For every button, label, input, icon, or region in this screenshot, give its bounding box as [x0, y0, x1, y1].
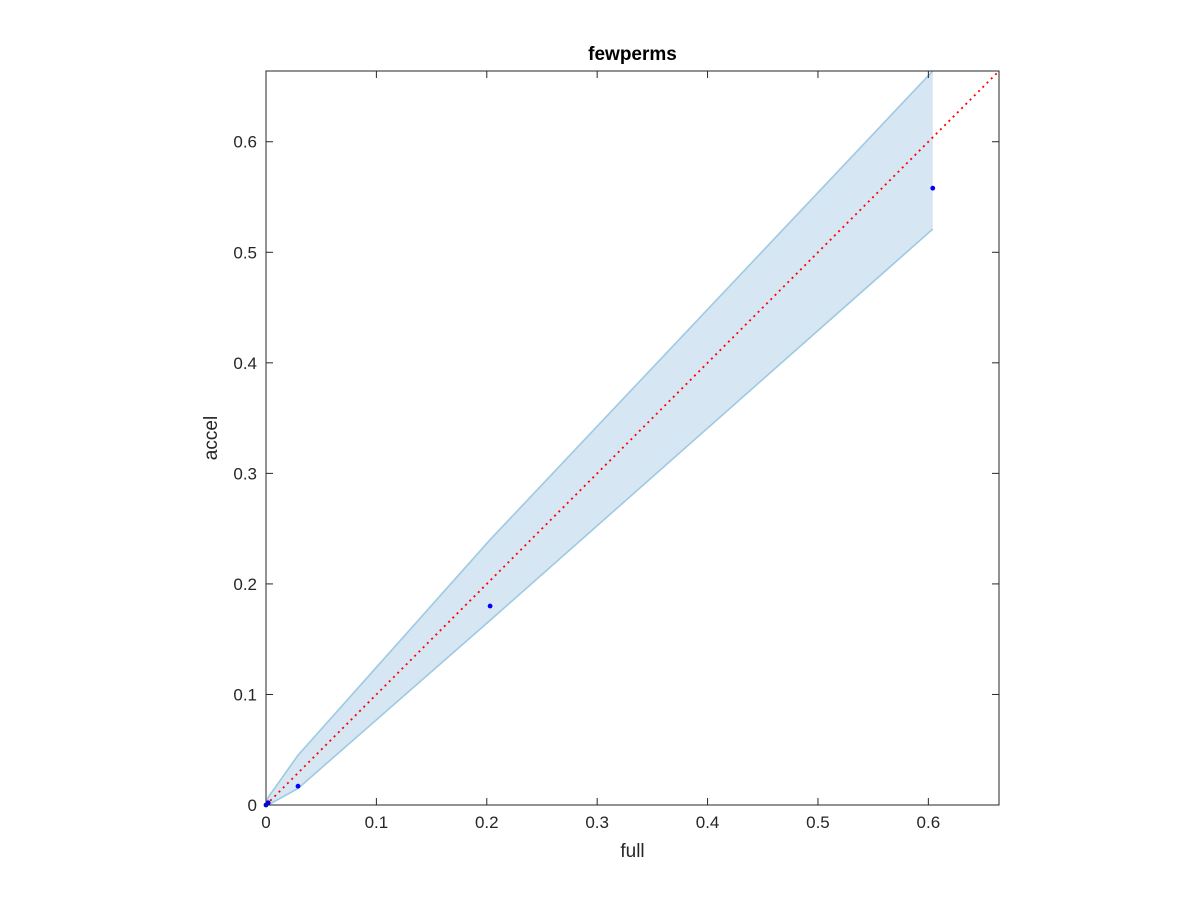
band-upper-line: [265, 70, 934, 806]
x-tick-label-4: 0.4: [696, 813, 720, 832]
confidence-band: [265, 70, 934, 806]
identity-reference-line: [265, 70, 1000, 806]
x-tick-label-0: 0: [261, 813, 270, 832]
chart-title: fewperms: [588, 44, 677, 65]
x-tick-labels: 0 0.1 0.2 0.3 0.4 0.5 0.6: [261, 813, 940, 832]
y-tick-label-3: 0.3: [233, 464, 257, 483]
y-tick-label-1: 0.1: [233, 685, 257, 704]
y-tick-labels: 0 0.1 0.2 0.3 0.4 0.5 0.6: [233, 133, 257, 815]
data-point-4: [930, 185, 936, 191]
x-tick-label-2: 0.2: [475, 813, 499, 832]
data-point-2: [295, 783, 301, 789]
x-tick-label-6: 0.6: [917, 813, 941, 832]
y-tick-label-6: 0.6: [233, 133, 257, 152]
x-tick-label-3: 0.3: [585, 813, 609, 832]
y-axis-label: accel: [201, 416, 222, 460]
y-tick-label-5: 0.5: [233, 243, 257, 262]
data-point-3: [487, 603, 493, 609]
x-tick-label-5: 0.5: [806, 813, 830, 832]
x-tick-label-1: 0.1: [365, 813, 389, 832]
data-points: [263, 185, 936, 808]
band-fill: [266, 71, 933, 805]
data-point-1: [265, 800, 271, 806]
plot-area-frame: [265, 70, 1000, 806]
y-tick-label-0: 0: [248, 796, 257, 815]
x-axis-label: full: [620, 841, 644, 862]
identity-line: [265, 70, 1000, 806]
axis-ticks: [265, 71, 999, 806]
y-tick-label-2: 0.2: [233, 575, 257, 594]
y-tick-label-4: 0.4: [233, 354, 257, 373]
